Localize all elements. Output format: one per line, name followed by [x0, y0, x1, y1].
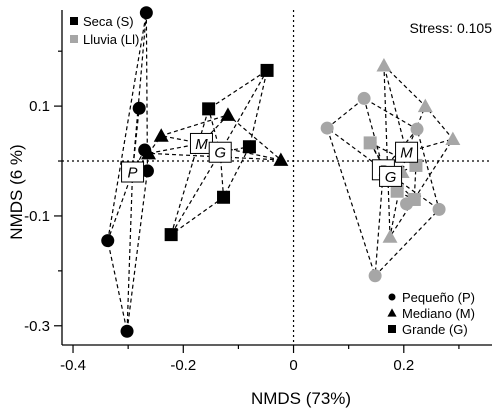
- x-tick-label: 0.2: [393, 357, 414, 374]
- point-seca-mediano: [153, 128, 169, 142]
- point-seca-pequeno: [132, 101, 146, 115]
- spoke-lluvia-pequeno: [383, 169, 440, 210]
- centroid-box: [395, 141, 419, 163]
- point-lluvia-mediano: [382, 229, 398, 243]
- legend-label-grande: Grande (G): [402, 322, 468, 337]
- centroid-seca-pequeno: P: [121, 161, 145, 183]
- legend-marker-pequeno: [388, 293, 396, 301]
- centroid-label: G: [385, 169, 397, 186]
- point-lluvia-pequeno: [368, 269, 382, 283]
- spoke-lluvia-pequeno: [363, 98, 384, 170]
- point-seca-grande: [242, 140, 256, 154]
- legend-marker-grande: [388, 325, 396, 333]
- point-seca-pequeno: [140, 164, 154, 178]
- legend-label-seca: Seca (S): [83, 14, 134, 29]
- point-seca-pequeno: [120, 324, 134, 338]
- point-seca-pequeno: [139, 6, 153, 20]
- point-lluvia-pequeno: [410, 122, 424, 136]
- season-legend: Seca (S) Lluvia (Ll): [70, 14, 139, 47]
- legend-label-pequeno: Pequeño (P): [402, 290, 475, 305]
- point-seca-mediano: [220, 107, 236, 121]
- spoke-seca-grande: [170, 151, 221, 235]
- x-tick-label: -0.2: [170, 357, 196, 374]
- legend-label-mediano: Mediano (M): [402, 306, 475, 321]
- y-tick-label: -0.1: [24, 208, 50, 225]
- spoke-lluvia-pequeno: [374, 169, 384, 276]
- point-seca-pequeno: [101, 234, 115, 248]
- axis-ticks: 0.1 -0.1 -0.3 -0.4 -0.2 0 0.2: [24, 50, 460, 374]
- plot-frame: [61, 10, 492, 346]
- point-lluvia-grande: [407, 192, 421, 206]
- hull-lluvia-pequeno: [326, 97, 440, 277]
- spoke-lluvia-mediano: [383, 65, 408, 153]
- point-lluvia-pequeno: [320, 121, 334, 135]
- legend-swatch-seca: [70, 17, 78, 25]
- point-lluvia-grande: [363, 136, 377, 150]
- centroid-label: P: [128, 165, 138, 182]
- hull-seca-grande: [170, 69, 268, 237]
- centroid-label: M: [400, 145, 413, 162]
- legend-swatch-lluvia: [70, 35, 78, 43]
- point-seca-mediano: [141, 145, 157, 160]
- stress-label: Stress: 0.105: [410, 20, 492, 36]
- spoke-seca-pequeno: [126, 171, 134, 332]
- size-legend: Pequeño (P)Mediano (M)Grande (G): [387, 290, 475, 337]
- centroid-label: G: [214, 145, 226, 162]
- x-tick-label: 0: [289, 357, 297, 374]
- point-lluvia-pequeno: [432, 202, 446, 216]
- x-axis-label: NMDS (73%): [251, 389, 351, 408]
- point-lluvia-mediano: [445, 131, 461, 146]
- spoke-seca-pequeno: [107, 171, 134, 241]
- x-tick-label: -0.4: [60, 357, 86, 374]
- y-tick-label: 0.1: [29, 98, 50, 115]
- point-lluvia-grande: [390, 184, 404, 198]
- spoke-seca-pequeno: [131, 12, 147, 173]
- point-seca-grande: [202, 102, 216, 116]
- centroid-box: [379, 165, 403, 187]
- centroid-label: M: [195, 136, 208, 153]
- legend-marker-mediano: [387, 308, 397, 317]
- point-seca-grande: [164, 228, 178, 242]
- centroid-seca-grande: G: [208, 141, 232, 163]
- point-seca-grande: [217, 190, 231, 204]
- spoke-seca-pequeno: [131, 108, 140, 173]
- centroid-box: [208, 141, 232, 163]
- legend-label-lluvia: Lluvia (Ll): [83, 32, 139, 47]
- data-points: [101, 6, 461, 338]
- point-lluvia-mediano: [376, 57, 392, 72]
- centroid-lluvia-grande: G: [379, 165, 403, 187]
- point-seca-grande: [260, 63, 274, 77]
- point-lluvia-pequeno: [357, 91, 371, 105]
- point-seca-mediano: [273, 152, 289, 166]
- y-axis-label: NMDS (6 %): [7, 144, 26, 239]
- spoke-seca-grande: [219, 70, 268, 153]
- spoke-lluvia-pequeno: [326, 127, 384, 171]
- point-lluvia-mediano: [417, 98, 433, 113]
- y-tick-label: -0.3: [24, 318, 50, 335]
- centroid-lluvia-mediano: M: [395, 141, 419, 163]
- hull-seca-pequeno: [107, 12, 149, 332]
- centroid-labels: PMGPMG: [121, 132, 419, 187]
- centroid-box: [121, 161, 145, 183]
